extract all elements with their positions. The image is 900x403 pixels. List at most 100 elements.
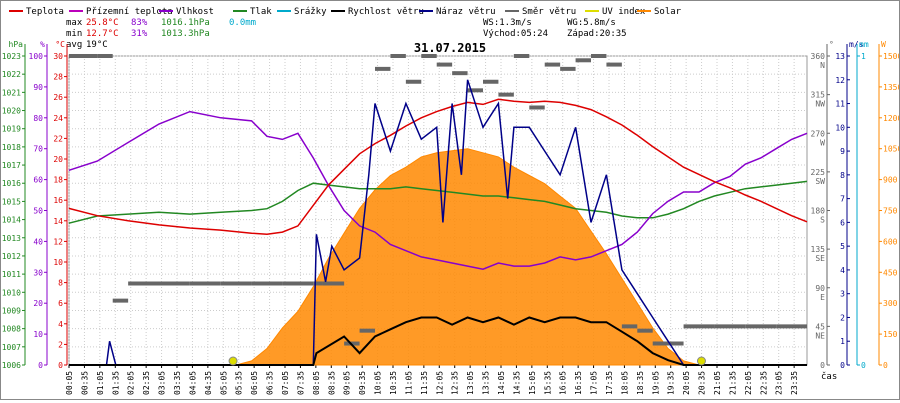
compass-label: S xyxy=(820,216,825,225)
x-tick-label: 10:35 xyxy=(389,371,398,395)
left-axis-tick-label: 90 xyxy=(33,83,43,92)
x-tick-label: 08:35 xyxy=(327,371,336,395)
right-axis-unit: m/s xyxy=(849,40,864,49)
x-tick-label: 02:35 xyxy=(142,371,151,395)
right-axis-tick-label: 1 xyxy=(840,337,845,346)
x-tick-label: 04:35 xyxy=(204,371,213,395)
x-tick-label: 13:05 xyxy=(466,371,475,395)
legend-label: Rychlost větru xyxy=(348,7,424,17)
right-axis-tick-label: 180 xyxy=(811,207,826,216)
x-tick-label: 12:35 xyxy=(451,371,460,395)
left-axis-tick-label: 0 xyxy=(38,361,43,370)
stat-avg-temp: 19°C xyxy=(86,40,108,50)
left-axis-tick-label: 80 xyxy=(33,114,43,123)
stat-avg-label: avg xyxy=(66,40,82,50)
legend-label: UV index xyxy=(602,7,646,17)
right-axis-tick-label: 900 xyxy=(883,176,898,185)
x-tick-label: 03:35 xyxy=(173,371,182,395)
x-tick-label: 05:35 xyxy=(235,371,244,395)
x-tick-label: 17:35 xyxy=(605,371,614,395)
stat-min-temp: 12.7°C xyxy=(86,29,119,39)
x-tick-label: 09:05 xyxy=(343,371,352,395)
x-tick-label: 12:05 xyxy=(435,371,444,395)
x-tick-label: 16:05 xyxy=(559,371,568,395)
right-axis-tick-label: 6 xyxy=(840,218,845,227)
left-axis-tick-label: 1010 xyxy=(2,288,21,297)
left-axis-tick-label: 1018 xyxy=(2,143,21,152)
right-axis-tick-label: 4 xyxy=(840,266,845,275)
right-axis-tick-label: 8 xyxy=(840,171,845,180)
left-axis-tick-label: 20 xyxy=(53,155,63,164)
left-axis-tick-label: 10 xyxy=(33,330,43,339)
x-tick-label: 07:35 xyxy=(296,371,305,395)
compass-label: SE xyxy=(815,254,825,263)
left-axis-tick-label: 70 xyxy=(33,145,43,154)
stat-min-label: min xyxy=(66,29,82,39)
sun-event-marker xyxy=(696,356,706,366)
x-tick-label: 00:05 xyxy=(65,371,74,395)
x-tick-label: 18:05 xyxy=(620,371,629,395)
sunrise: Východ:05:24 xyxy=(483,29,548,39)
right-axis-tick-label: 135 xyxy=(811,245,826,254)
legend-label: Vlhkost xyxy=(176,7,214,17)
x-tick-label: 14:35 xyxy=(512,371,521,395)
left-axis-tick-label: 50 xyxy=(33,207,43,216)
chart-title: 31.07.2015 xyxy=(414,41,486,55)
x-tick-label: 05:05 xyxy=(219,371,228,395)
left-axis-tick-label: 1023 xyxy=(2,52,21,61)
x-tick-label: 11:35 xyxy=(420,371,429,395)
solar-area xyxy=(235,148,700,366)
left-axis-tick-label: 1017 xyxy=(2,161,21,170)
left-axis-tick-label: 1009 xyxy=(2,306,21,315)
legend-label: Směr větru xyxy=(522,7,576,17)
left-axis-unit: % xyxy=(40,40,45,49)
stat-max-label: max xyxy=(66,18,83,28)
right-axis-tick-label: 90 xyxy=(815,284,825,293)
x-tick-label: 15:05 xyxy=(528,371,537,395)
left-axis-tick-label: 30 xyxy=(33,268,43,277)
left-axis-tick-label: 1020 xyxy=(2,107,21,116)
right-axis-tick-label: 270 xyxy=(811,129,826,138)
compass-label: W xyxy=(820,138,825,147)
x-tick-label: 13:35 xyxy=(482,371,491,395)
wind-ws: WS:1.3m/s xyxy=(483,18,532,28)
x-tick-label: 09:35 xyxy=(358,371,367,395)
x-tick-label: 21:05 xyxy=(713,371,722,395)
wind-info: WS:1.3m/s WG:5.8m/s Východ:05:24 Západ:2… xyxy=(483,18,627,39)
right-axis-tick-label: 2 xyxy=(840,313,845,322)
wind-speed-line xyxy=(68,316,807,366)
right-axis-tick-label: 0 xyxy=(861,361,866,370)
compass-label: NE xyxy=(815,331,825,340)
left-axis-tick-label: 1012 xyxy=(2,252,21,261)
stat-max-temp: 25.8°C xyxy=(86,18,119,28)
right-axis-tick-label: 300 xyxy=(883,299,898,308)
left-axis-tick-label: 1016 xyxy=(2,179,21,188)
x-axis-label: čas xyxy=(821,371,837,382)
left-axis-tick-label: 28 xyxy=(53,73,63,82)
left-axis-tick-label: 1006 xyxy=(2,361,21,370)
left-axis-tick-label: 1008 xyxy=(2,325,21,334)
x-tick-label: 22:35 xyxy=(759,371,768,395)
left-axis-tick-label: 40 xyxy=(33,237,43,246)
temperature-line xyxy=(68,98,808,235)
x-tick-label: 07:05 xyxy=(281,371,290,395)
right-axis-tick-label: 1350 xyxy=(883,83,899,92)
left-axis-tick-label: 1014 xyxy=(2,216,21,225)
left-axis-tick-label: 1019 xyxy=(2,125,21,134)
x-tick-label: 20:35 xyxy=(698,371,707,395)
legend-label: Srážky xyxy=(294,7,327,17)
x-tick-label: 23:05 xyxy=(775,371,784,395)
axes: 00:05 00:35 01:05 01:35 02:05 02:35 03:05 03:35… xyxy=(2,40,900,395)
compass-label: NW xyxy=(815,100,825,109)
x-tick-label: 22:05 xyxy=(744,371,753,395)
x-tick-label: 20:05 xyxy=(682,371,691,395)
left-axis-tick-label: 1007 xyxy=(2,343,21,352)
stat-max-press: 1016.1hPa xyxy=(161,18,210,28)
right-axis-tick-label: 150 xyxy=(883,330,898,339)
left-axis-tick-label: 60 xyxy=(33,176,43,185)
x-tick-label: 08:05 xyxy=(312,371,321,395)
left-axis-tick-label: 8 xyxy=(58,279,63,288)
